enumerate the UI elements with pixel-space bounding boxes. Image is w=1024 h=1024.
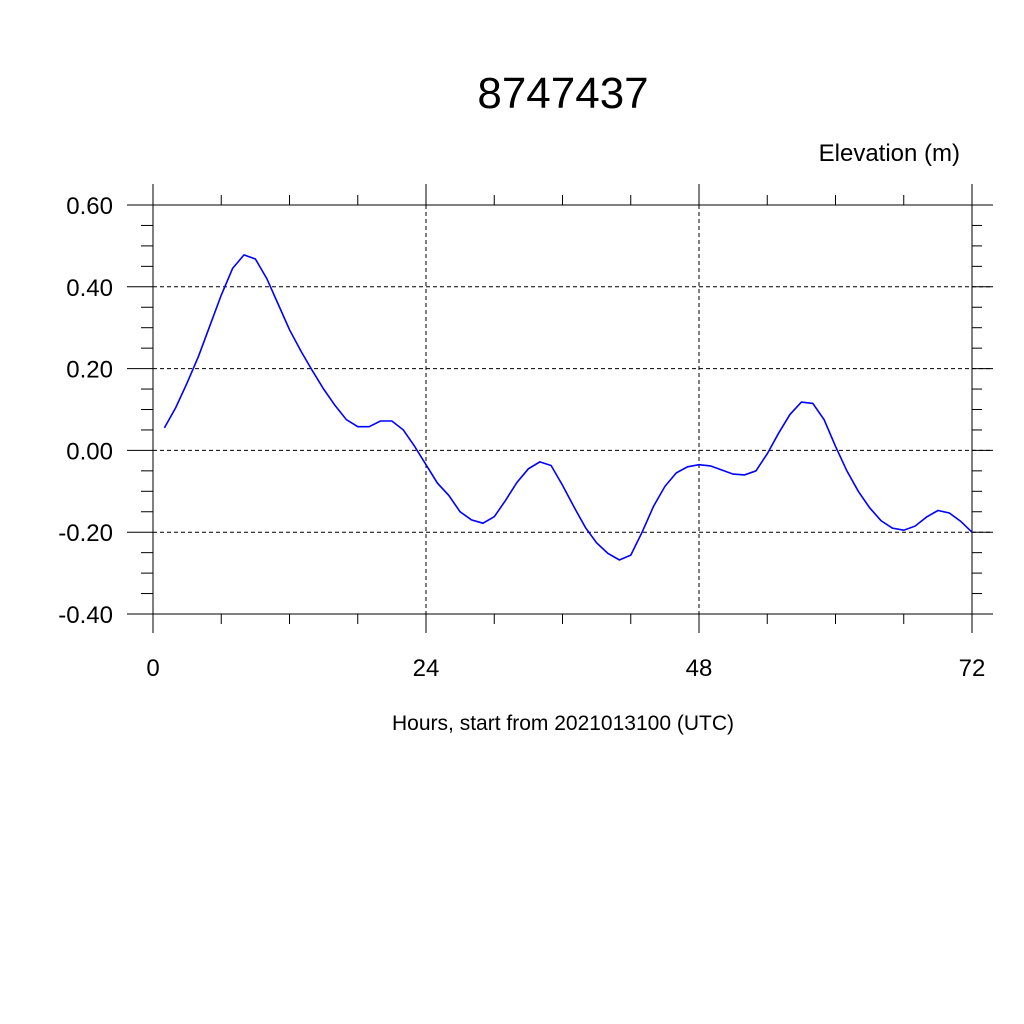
y-tick-label: 0.00 [66, 438, 113, 465]
chart-title: 8747437 [477, 69, 648, 118]
x-tick-label: 48 [686, 655, 713, 682]
elevation-series-line [163, 253, 973, 561]
y-axis-label: Elevation (m) [819, 140, 960, 167]
plot-frame [152, 184, 993, 633]
y-tick-label: 0.40 [66, 275, 113, 302]
tick-labels: -0.40 -0.20 0.00 0.20 0.40 0.60 0 24 48 72 [58, 193, 985, 682]
grid-lines [152, 184, 993, 633]
y-tick-label: -0.40 [58, 602, 113, 629]
axis-ticks [127, 184, 993, 633]
x-tick-label: 24 [413, 655, 440, 682]
y-tick-label: -0.20 [58, 520, 113, 547]
x-tick-label: 0 [146, 655, 159, 682]
x-tick-label: 72 [959, 655, 986, 682]
y-tick-label: 0.60 [66, 193, 113, 220]
series-layer [163, 253, 973, 561]
x-axis-label: Hours, start from 2021013100 (UTC) [392, 712, 734, 735]
y-tick-label: 0.20 [66, 357, 113, 384]
